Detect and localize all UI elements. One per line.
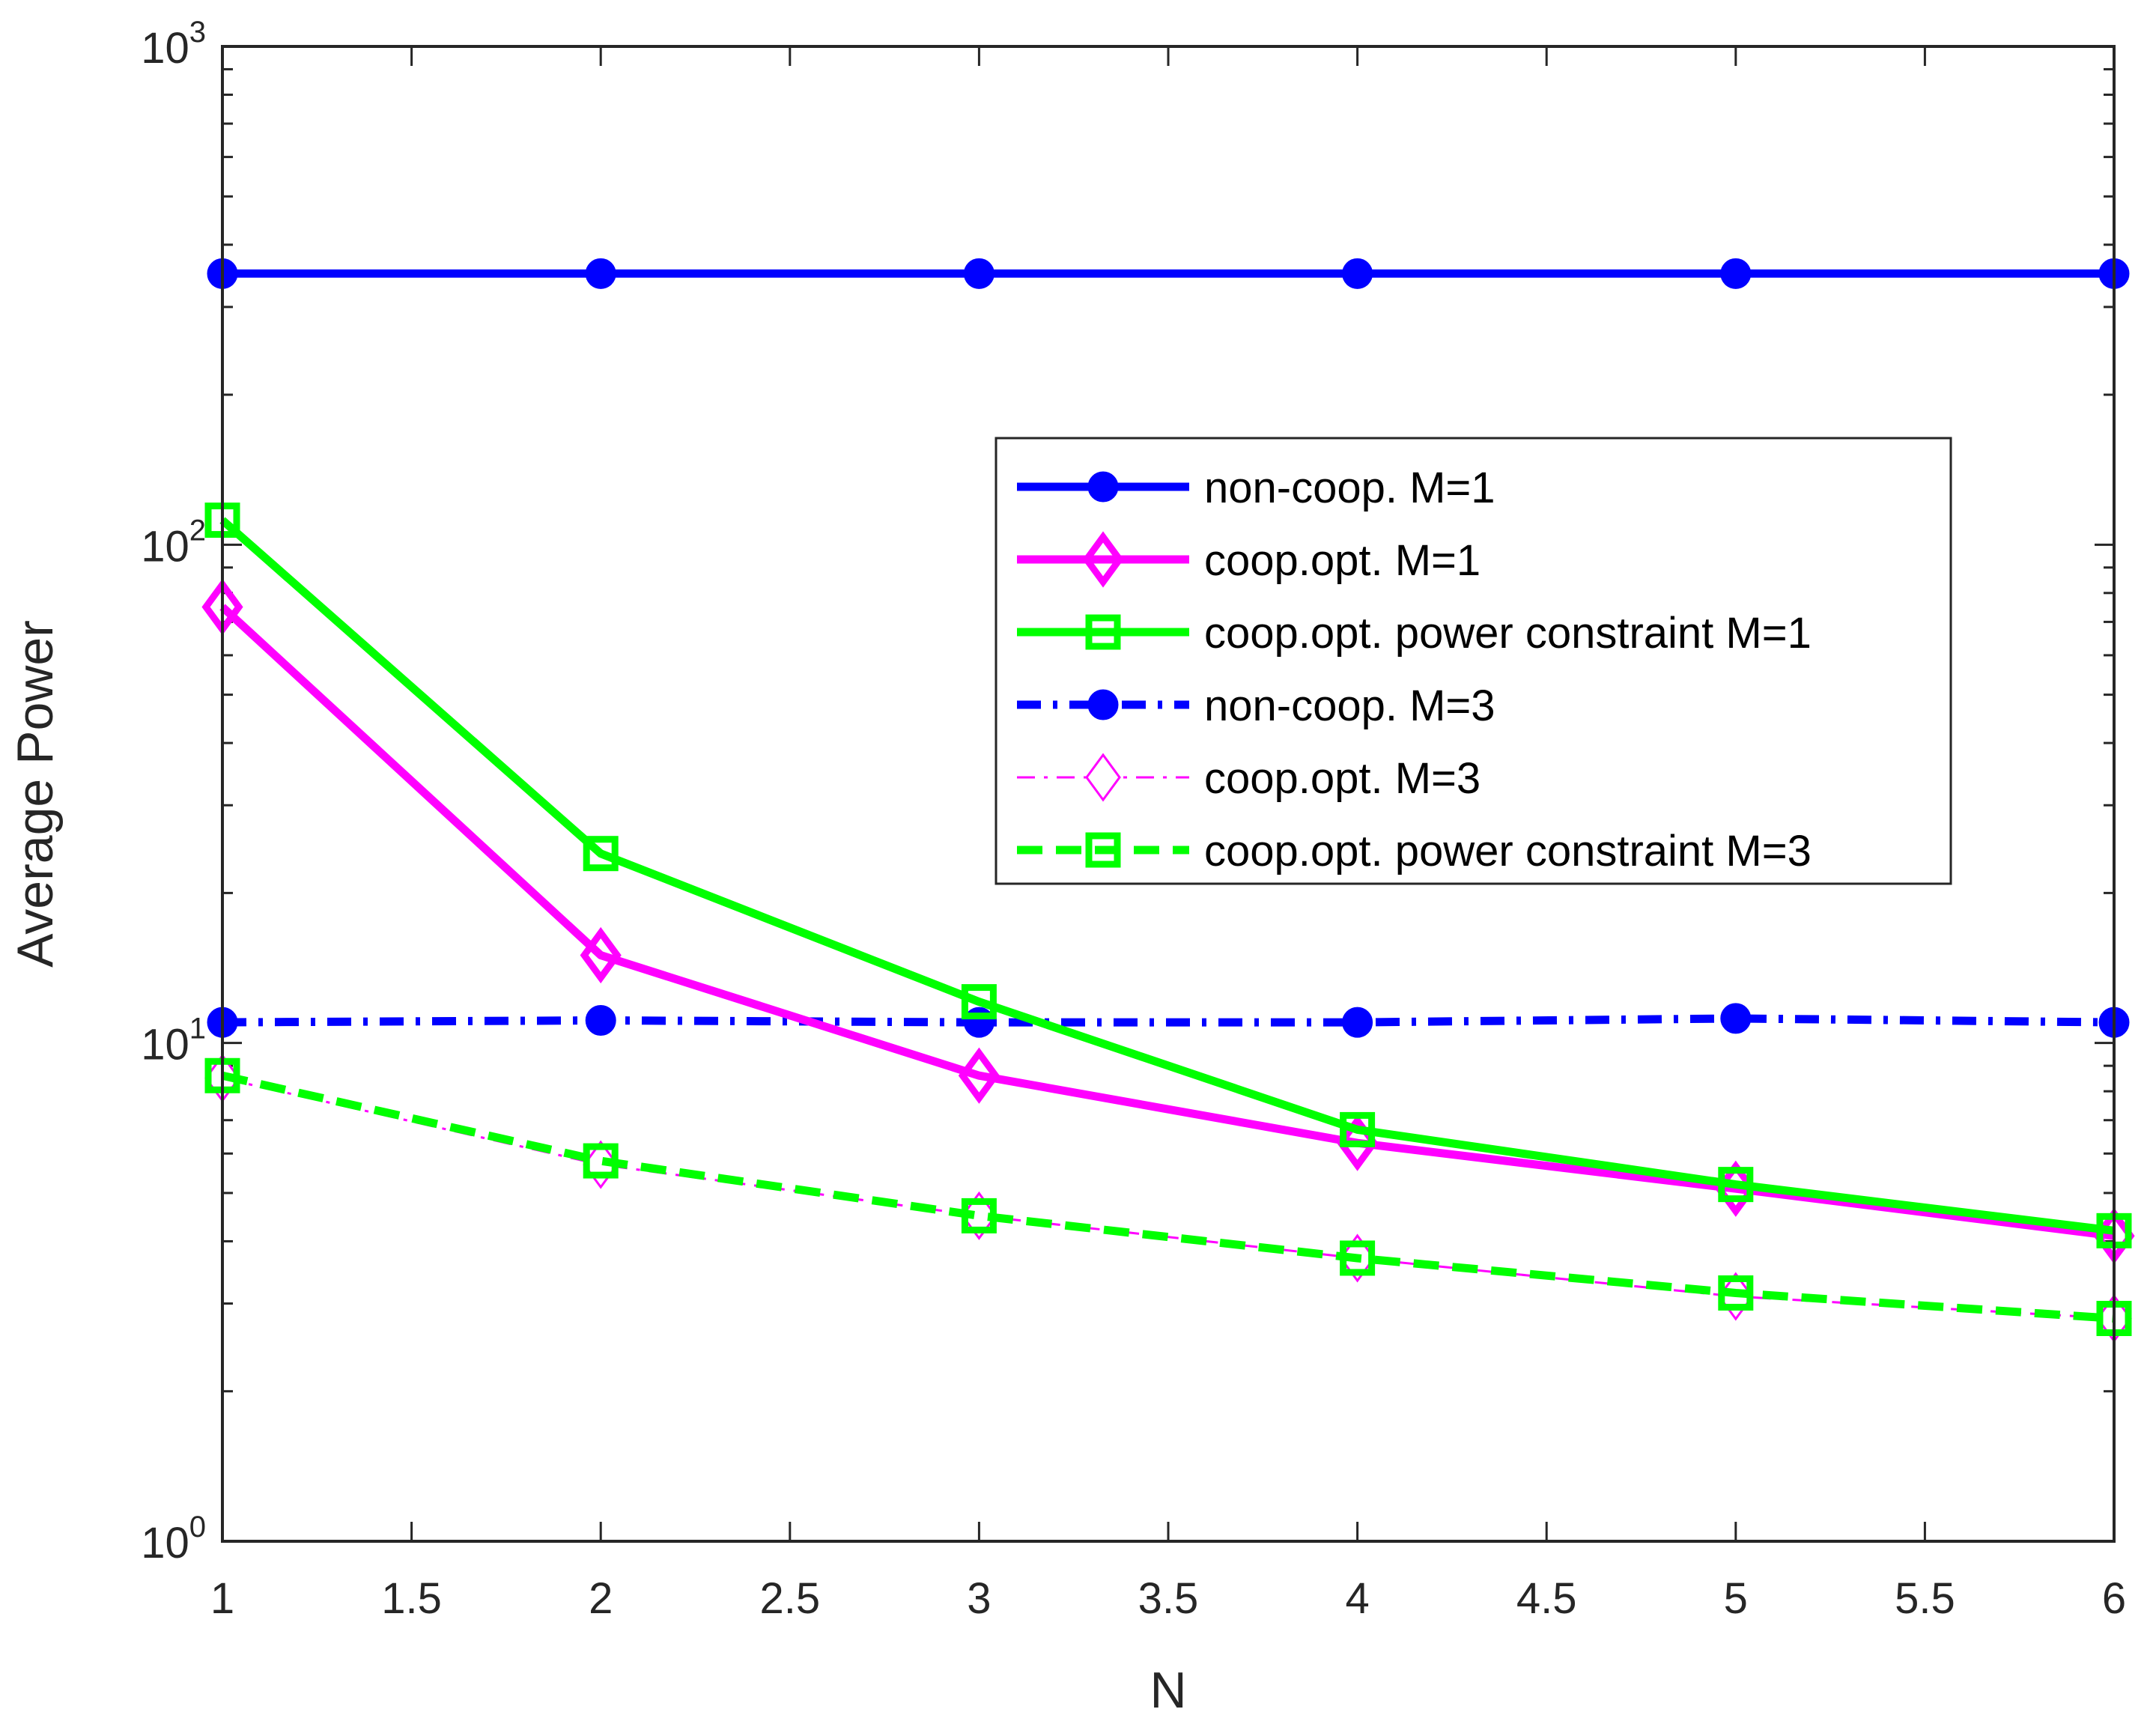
data-point [585, 1005, 616, 1036]
x-axis-label: N [1150, 1662, 1186, 1719]
x-tick-label: 2 [589, 1574, 613, 1623]
legend-label: coop.opt. power constraint M=1 [1204, 609, 1812, 658]
data-point [958, 1047, 1000, 1104]
y-tick-base: 10 [141, 522, 189, 571]
legend-marker [1085, 614, 1121, 650]
data-point [1342, 1007, 1373, 1038]
legend-label: coop.opt. M=1 [1204, 536, 1481, 585]
series-1 [207, 258, 2130, 289]
legend-box [995, 437, 1952, 885]
legend-item: non-coop. M=3 [1017, 682, 1495, 730]
x-tick-label: 5.5 [1895, 1574, 1955, 1623]
series-line [219, 517, 2115, 1235]
y-tick-exponent: 2 [189, 514, 206, 547]
x-tick-label: 3 [967, 1574, 991, 1623]
data-point [583, 1143, 619, 1179]
legend-marker [1087, 471, 1119, 503]
series-line [221, 1071, 2115, 1323]
y-tick-exponent: 3 [189, 16, 206, 49]
y-tick-label: 103 [141, 16, 206, 73]
y-tick-base: 10 [141, 24, 189, 73]
legend: non-coop. M=1 coop.opt. M=1 coop.opt. powe… [995, 437, 1952, 885]
plot-frame [221, 45, 2116, 1543]
data-point [1340, 1240, 1376, 1276]
legend-label: non-coop. M=3 [1204, 682, 1495, 730]
data-point [961, 984, 997, 1020]
data-point [1720, 1003, 1752, 1034]
legend-marker [1085, 832, 1121, 868]
x-tick-label: 2.5 [759, 1574, 820, 1623]
y-tick-label: 100 [141, 1511, 206, 1567]
data-point [585, 258, 616, 289]
legend-item: non-coop. M=1 [1017, 464, 1495, 512]
x-tick-label: 3.5 [1138, 1574, 1199, 1623]
legend-marker [1082, 531, 1124, 588]
legend-label: coop.opt. M=3 [1204, 754, 1481, 803]
legend-label: coop.opt. power constraint M=3 [1204, 827, 1812, 875]
x-tick-label: 4 [1345, 1574, 1369, 1623]
data-point [583, 836, 619, 872]
x-tick-label: 5 [1724, 1574, 1748, 1623]
x-tick-label: 1.5 [381, 1574, 442, 1623]
legend-item: coop.opt. power constraint M=3 [1017, 827, 1812, 875]
x-tick-label: 4.5 [1516, 1574, 1577, 1623]
x-tick-labels: 1 1.5 2 2.5 3 3.5 4 4.5 5 5.5 6 [210, 1574, 2126, 1623]
legend-marker [1085, 753, 1121, 802]
legend-item: coop.opt. M=1 [1017, 531, 1481, 588]
data-point [961, 1198, 997, 1233]
data-point [1342, 258, 1373, 289]
data-point [963, 1007, 995, 1038]
y-axis-label: Average Power [7, 620, 64, 968]
y-tick-base: 10 [141, 1021, 189, 1069]
legend-marker [1087, 689, 1119, 720]
y-tick-label: 101 [141, 1013, 206, 1069]
y-tick-label: 102 [141, 514, 206, 571]
data-point [1718, 1167, 1754, 1203]
x-tick-label: 1 [210, 1574, 234, 1623]
data-point [1340, 1111, 1376, 1147]
y-tick-base: 10 [141, 1519, 189, 1567]
data-point [963, 258, 995, 289]
legend-item: coop.opt. power constraint M=1 [1017, 609, 1812, 658]
y-tick-exponent: 0 [189, 1511, 206, 1544]
legend-item: coop.opt. M=3 [1017, 753, 1481, 803]
x-tick-label: 6 [2102, 1574, 2126, 1623]
data-point [1720, 258, 1752, 289]
y-tick-exponent: 1 [189, 1013, 206, 1045]
legend-label: non-coop. M=1 [1204, 464, 1495, 512]
data-point [1718, 1275, 1754, 1311]
series-line [219, 604, 2115, 1240]
data-point [580, 926, 622, 984]
series-line [222, 1014, 2115, 1027]
